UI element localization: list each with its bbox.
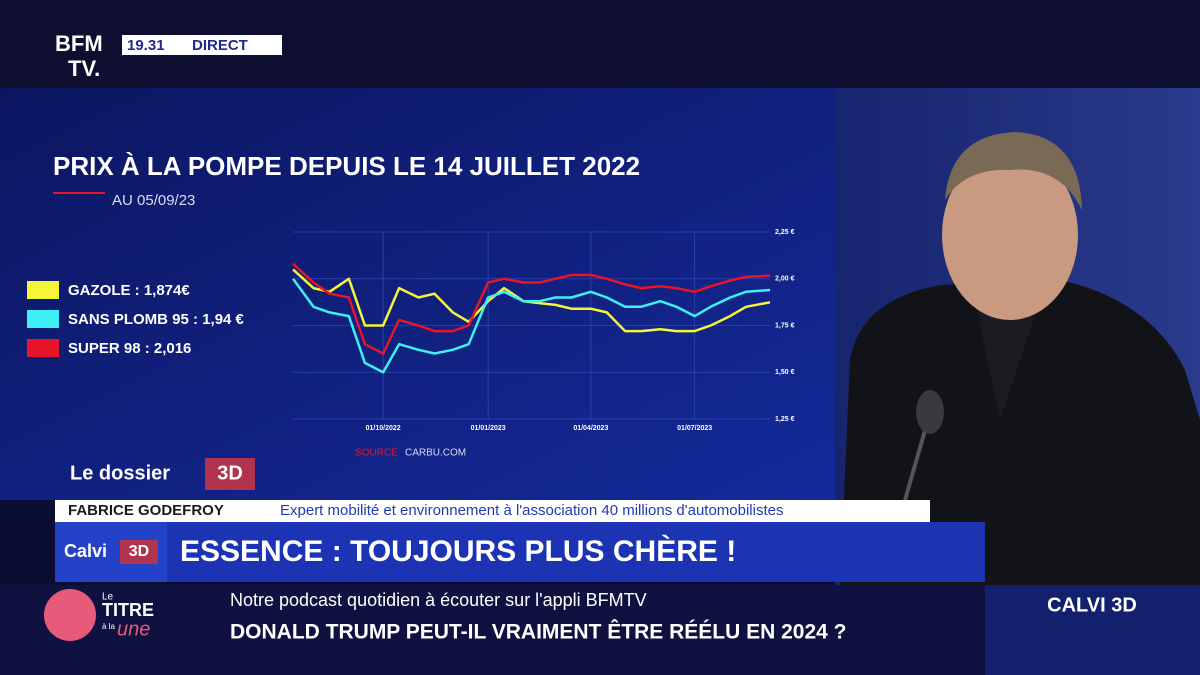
podcast-icon	[44, 589, 96, 641]
chart-title: PRIX À LA POMPE DEPUIS LE 14 JUILLET 202…	[53, 151, 640, 181]
chart: 1,25 € 1,50 € 1,75 € 2,00 € 2,25 € 01/10/2022…	[27, 229, 795, 432]
brand-small: à la	[102, 622, 115, 631]
headline: ESSENCE : TOUJOURS PLUS CHÈRE !	[180, 534, 736, 568]
legend-label: SANS PLOMB 95 : 1,94 €	[68, 311, 245, 328]
show-badge-bg	[120, 540, 158, 564]
dossier-badge: 3D	[217, 462, 243, 484]
live-badge	[122, 35, 282, 55]
guest-bar	[55, 500, 930, 522]
x-tick-label: 01/07/2023	[677, 425, 712, 432]
logo: BFM	[55, 31, 103, 56]
source: CARBU.COM	[405, 448, 466, 459]
legend-label: GAZOLE : 1,874€	[68, 282, 190, 299]
x-tick-label: 01/10/2022	[366, 425, 401, 432]
ticker-bar	[0, 585, 985, 675]
y-tick-label: 2,25 €	[775, 229, 795, 236]
ticker-line1: Notre podcast quotidien à écouter sur l'…	[230, 590, 647, 610]
ticker-corner: CALVI 3D	[1047, 594, 1137, 616]
dossier-label: Le dossier	[70, 462, 170, 484]
y-tick-label: 1,25 €	[775, 416, 795, 423]
guest-name: FABRICE GODEFROY	[68, 502, 224, 519]
source-label: SOURCE	[355, 448, 398, 459]
legend-swatch	[27, 339, 59, 357]
ticker-corner-bg	[985, 585, 1200, 675]
chart-panel	[0, 88, 835, 500]
brand-top: Le	[102, 592, 114, 603]
show-badge: 3D	[129, 543, 149, 560]
guest-role: Expert mobilité et environnement à l'ass…	[280, 502, 783, 519]
headline-bar	[55, 522, 985, 582]
ticker-line2: DONALD TRUMP PEUT-IL VRAIMENT ÊTRE RÉÉLU…	[230, 620, 846, 644]
show-name: Calvi	[64, 541, 107, 561]
chart-subtitle: AU 05/09/23	[112, 192, 195, 209]
y-tick-label: 2,00 €	[775, 276, 795, 283]
series-line	[292, 262, 771, 355]
legend-swatch	[27, 310, 59, 328]
legend-swatch	[27, 281, 59, 299]
x-tick-label: 01/04/2023	[573, 425, 608, 432]
time: 19.31	[127, 37, 165, 54]
brand-bottom: une	[117, 618, 150, 640]
brand-title: TITRE	[102, 600, 154, 620]
legend-label: SUPER 98 : 2,016	[68, 340, 191, 357]
x-tick-label: 01/01/2023	[471, 425, 506, 432]
dossier-badge-bg	[205, 458, 255, 490]
series-line	[291, 278, 771, 374]
y-tick-label: 1,50 €	[775, 369, 795, 376]
logo: TV.	[68, 56, 100, 81]
y-tick-label: 1,75 €	[775, 322, 795, 329]
live-label: DIRECT	[192, 37, 248, 54]
